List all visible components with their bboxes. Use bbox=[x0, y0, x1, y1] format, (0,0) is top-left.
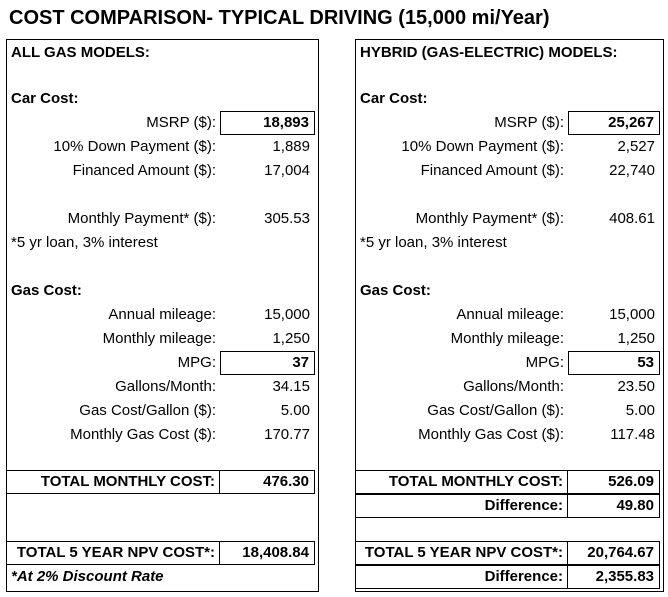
hybrid-models-panel: HYBRID (GAS-ELECTRIC) MODELS: Car Cost: … bbox=[355, 39, 664, 592]
discount-rate-note: *At 2% Discount Rate bbox=[11, 568, 164, 585]
panel-header: HYBRID (GAS-ELECTRIC) MODELS: bbox=[360, 44, 618, 61]
npv-cost-value: 18,408.84 bbox=[219, 541, 315, 565]
monthly-difference-label: Difference: bbox=[356, 494, 568, 518]
annual-mileage-label: Annual mileage: bbox=[456, 306, 564, 323]
total-monthly-cost-label: TOTAL MONTHLY COST: bbox=[356, 470, 568, 494]
down-payment-label: 10% Down Payment ($): bbox=[53, 138, 216, 155]
msrp-label: MSRP ($): bbox=[494, 114, 564, 131]
gallons-month-label: Gallons/Month: bbox=[115, 378, 216, 395]
monthly-gas-cost-label: Monthly Gas Cost ($): bbox=[70, 426, 216, 443]
financed-amount-value: 17,004 bbox=[264, 162, 310, 179]
financed-amount-value: 22,740 bbox=[609, 162, 655, 179]
gallons-month-value: 34.15 bbox=[272, 378, 310, 395]
gas-cost-heading: Gas Cost: bbox=[360, 282, 431, 299]
down-payment-value: 1,889 bbox=[272, 138, 310, 155]
monthly-gas-cost-value: 170.77 bbox=[264, 426, 310, 443]
monthly-gas-cost-value: 117.48 bbox=[610, 426, 655, 443]
down-payment-label: 10% Down Payment ($): bbox=[401, 138, 564, 155]
gallons-month-label: Gallons/Month: bbox=[463, 378, 564, 395]
total-monthly-cost-value: 526.09 bbox=[567, 470, 660, 494]
annual-mileage-label: Annual mileage: bbox=[108, 306, 216, 323]
down-payment-value: 2,527 bbox=[617, 138, 655, 155]
gallons-month-value: 23.50 bbox=[617, 378, 655, 395]
panel-header: ALL GAS MODELS: bbox=[11, 44, 150, 61]
loan-note: *5 yr loan, 3% interest bbox=[11, 234, 158, 251]
monthly-mileage-label: Monthly mileage: bbox=[102, 330, 216, 347]
gas-cost-gallon-label: Gas Cost/Gallon ($): bbox=[427, 402, 564, 419]
monthly-mileage-value: 1,250 bbox=[617, 330, 655, 347]
annual-mileage-value: 15,000 bbox=[264, 306, 310, 323]
msrp-value[interactable]: 25,267 bbox=[568, 111, 660, 135]
monthly-payment-label: Monthly Payment* ($): bbox=[67, 210, 216, 227]
car-cost-heading: Car Cost: bbox=[360, 90, 428, 107]
total-monthly-cost-label: TOTAL MONTHLY COST: bbox=[7, 470, 220, 494]
gas-cost-gallon-value: 5.00 bbox=[280, 402, 310, 419]
car-cost-heading: Car Cost: bbox=[11, 90, 79, 107]
gas-cost-gallon-label: Gas Cost/Gallon ($): bbox=[79, 402, 216, 419]
monthly-gas-cost-label: Monthly Gas Cost ($): bbox=[418, 426, 564, 443]
monthly-payment-label: Monthly Payment* ($): bbox=[415, 210, 564, 227]
mpg-value[interactable]: 53 bbox=[568, 351, 660, 375]
all-gas-models-panel: ALL GAS MODELS: Car Cost: MSRP ($): 18,8… bbox=[6, 39, 319, 592]
mpg-label: MPG: bbox=[525, 354, 564, 371]
monthly-payment-value: 305.53 bbox=[264, 210, 310, 227]
monthly-payment-value: 408.61 bbox=[609, 210, 655, 227]
gas-cost-heading: Gas Cost: bbox=[11, 282, 82, 299]
total-monthly-cost-value: 476.30 bbox=[219, 470, 315, 494]
monthly-mileage-value: 1,250 bbox=[272, 330, 310, 347]
msrp-label: MSRP ($): bbox=[146, 114, 216, 131]
annual-mileage-value: 15,000 bbox=[609, 306, 655, 323]
financed-amount-label: Financed Amount ($): bbox=[420, 162, 564, 179]
npv-cost-label: TOTAL 5 YEAR NPV COST*: bbox=[7, 541, 220, 565]
npv-difference-value: 2,355.83 bbox=[567, 565, 660, 589]
msrp-value[interactable]: 18,893 bbox=[220, 111, 315, 135]
monthly-difference-value: 49.80 bbox=[567, 494, 660, 518]
mpg-label: MPG: bbox=[177, 354, 216, 371]
npv-cost-value: 20,764.67 bbox=[567, 541, 660, 565]
npv-cost-label: TOTAL 5 YEAR NPV COST*: bbox=[356, 541, 568, 565]
financed-amount-label: Financed Amount ($): bbox=[72, 162, 216, 179]
monthly-mileage-label: Monthly mileage: bbox=[450, 330, 564, 347]
npv-difference-label: Difference: bbox=[356, 565, 568, 589]
gas-cost-gallon-value: 5.00 bbox=[625, 402, 655, 419]
page-title: COST COMPARISON- TYPICAL DRIVING (15,000… bbox=[9, 7, 550, 29]
loan-note: *5 yr loan, 3% interest bbox=[360, 234, 507, 251]
mpg-value[interactable]: 37 bbox=[220, 351, 315, 375]
